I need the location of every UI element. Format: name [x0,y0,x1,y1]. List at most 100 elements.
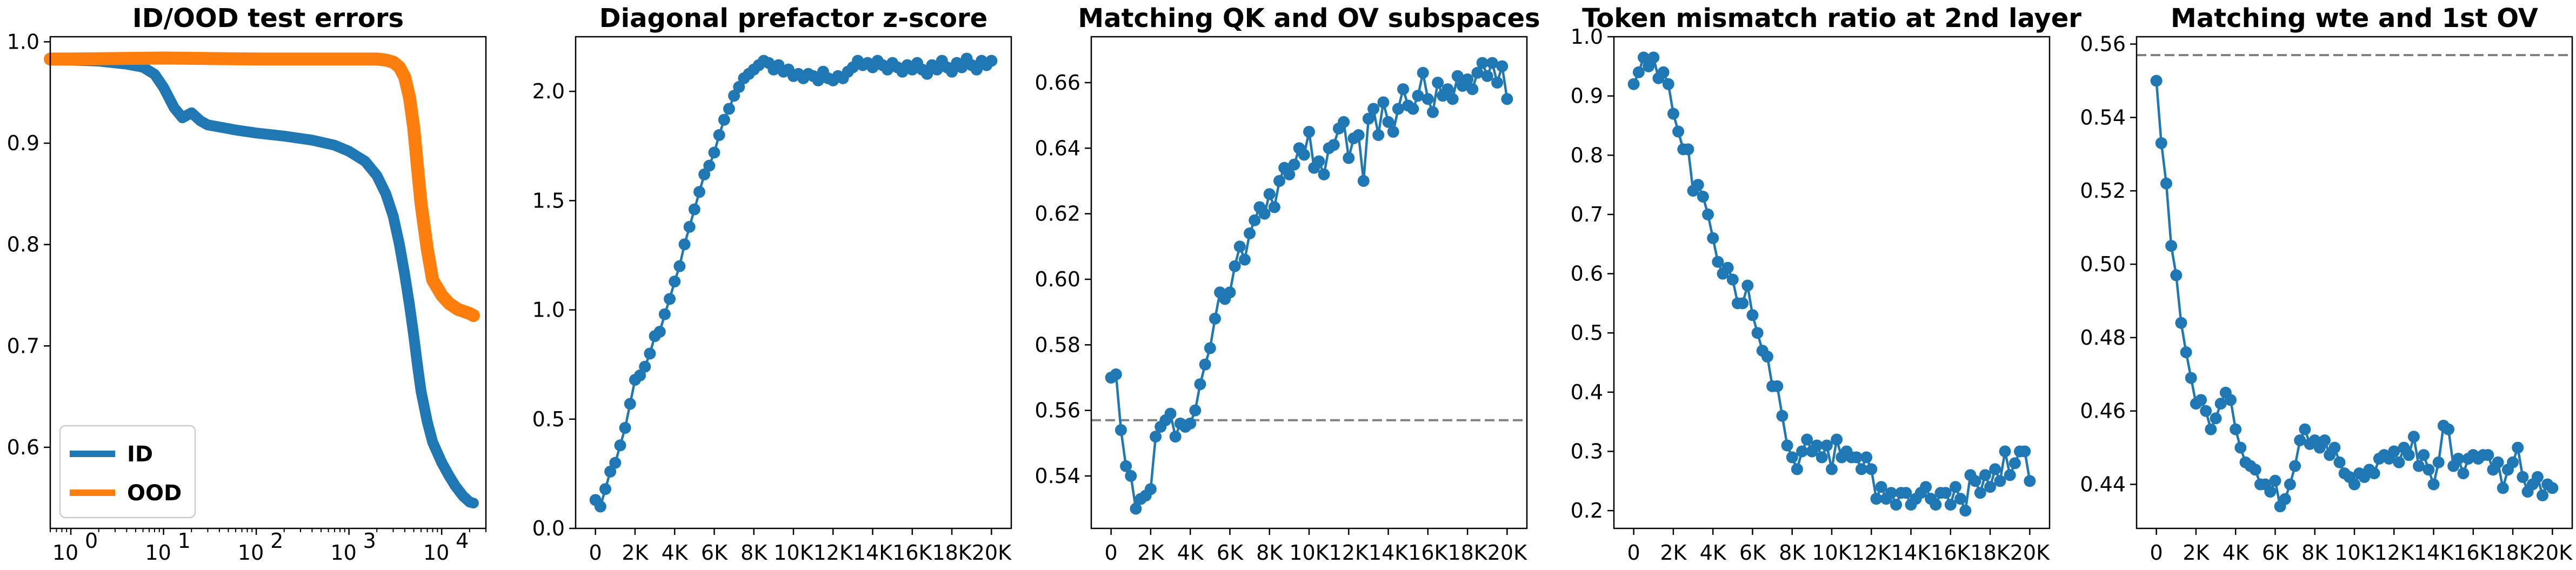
data-point [1169,431,1182,443]
x-tick-label: 6K [1217,541,1244,565]
data-point [1959,505,1972,517]
x-tick-label: 2K [2183,541,2210,565]
data-point [1377,96,1390,109]
data-point [2333,456,2346,468]
data-point [1870,493,1883,505]
data-point [713,129,725,141]
data-point [2170,269,2183,281]
data-point [1407,103,1419,115]
x-tick-label: 8K [740,541,768,565]
data-point [2279,493,2291,505]
data-point [1811,439,1823,452]
data-point [2442,423,2455,435]
y-tick-label: 0.44 [2080,473,2126,497]
x-tick-label: 16K [892,541,932,565]
data-point [1144,483,1157,495]
data-point [1461,73,1474,85]
data-point [2155,137,2167,149]
data-point [1831,433,1843,446]
data-point [1164,407,1177,420]
x-tick-label: 2K [1137,541,1164,565]
data-point [2195,394,2207,406]
y-tick-label: 0.7 [1571,203,1603,226]
y-tick-label: 0.5 [532,407,565,431]
data-point [1979,469,1991,481]
data-point [1726,273,1739,286]
data-point [2299,423,2311,435]
data-point [1194,378,1206,391]
x-tick-label: 18K [2493,541,2533,565]
x-tick-label: 12K [1852,541,1892,565]
data-point [2368,467,2380,480]
chart-title: Token mismatch ratio at 2nd layer [1582,3,2081,33]
data-point [1268,201,1280,213]
x-tick-label: 10 [52,541,78,565]
data-point [2388,445,2400,458]
series-line-ood [44,51,480,322]
data-point [1954,493,1967,505]
chart-title: Diagonal prefactor z-score [599,3,987,33]
data-point [1855,463,1867,475]
x-tick-label: 14K [2414,541,2454,565]
data-point [624,398,636,410]
data-point [1204,342,1216,354]
y-tick-label: 0.52 [2080,179,2126,203]
data-point [2024,475,2036,487]
x-tick-label: 16K [1931,541,1971,565]
data-point [1392,103,1404,115]
data-point [1707,232,1719,244]
data-point [599,483,611,495]
data-point [1476,57,1489,69]
data-point [678,238,691,251]
data-point [2165,240,2178,252]
data-point [1647,51,1660,64]
x-tick-label: 10K [1289,541,1329,565]
data-point [1125,470,1137,482]
data-point [2180,346,2192,359]
data-point [619,421,631,434]
data-point [1397,83,1410,96]
data-point [2004,469,2016,481]
data-point [1184,417,1197,430]
data-point [2537,489,2549,501]
data-point [921,68,933,80]
x-tick-label: 20K [1487,541,1527,565]
x-tick-label: 4K [1700,541,1727,565]
data-point [1150,431,1162,443]
y-tick-label: 0.56 [2080,32,2126,56]
data-point [2175,317,2187,329]
data-point [1362,112,1374,125]
x-tick-label: 20K [972,541,1012,565]
data-point [1692,179,1704,191]
data-point [2427,478,2440,491]
x-tick-label: 20K [2533,541,2573,565]
data-point [1451,70,1464,82]
data-point [1471,66,1484,79]
x-tick-label: 10 [423,541,449,565]
data-point [2019,445,2031,458]
data-point [1120,460,1132,472]
data-point [728,90,740,102]
data-point [1974,487,1986,499]
data-point [669,275,681,287]
data-point [1343,152,1355,164]
data-point [693,186,705,198]
data-point [1786,451,1798,464]
data-point [1944,499,1957,511]
data-point [703,159,716,172]
data-point [1994,475,2006,487]
x-tick-label: 10K [773,541,813,565]
data-point [2546,482,2559,494]
x-tick-label: 16K [1408,541,1448,565]
data-point [733,81,745,93]
data-point [2492,456,2504,468]
x-tick-label: 4K [1177,541,1204,565]
data-point [1949,481,1961,493]
data-point [1426,106,1439,118]
y-tick-label: 1.0 [1571,25,1603,49]
x-tick-label: 8K [1256,541,1283,565]
data-point [2225,394,2237,406]
data-point [1865,463,1878,475]
data-point [2531,471,2544,483]
